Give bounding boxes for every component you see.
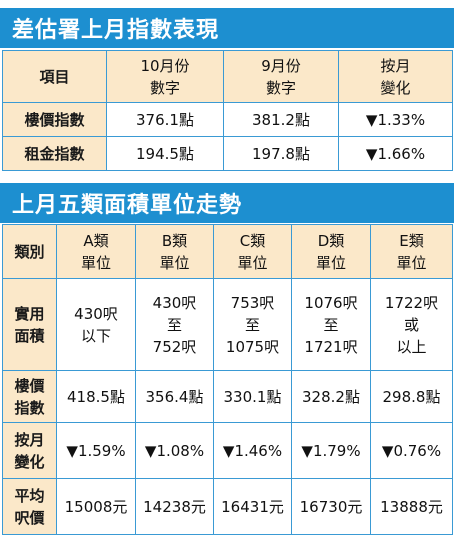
cell-change: ▼1.46% bbox=[213, 422, 292, 479]
row-label: 按月 變化 bbox=[2, 422, 57, 479]
header-class-d: D類 單位 bbox=[291, 224, 371, 279]
cell-index: 356.4點 bbox=[135, 370, 214, 423]
cell-change: ▼1.66% bbox=[338, 136, 453, 171]
table-row: 樓價 指數 418.5點 356.4點 330.1點 328.2點 298.8點 bbox=[2, 370, 453, 423]
header-change: 按月 變化 bbox=[338, 50, 453, 103]
cell-value: 197.8點 bbox=[223, 136, 339, 171]
header-class-c: C類 單位 bbox=[213, 224, 292, 279]
section2-title: 上月五類面積單位走勢 bbox=[0, 183, 454, 223]
cell-index: 418.5點 bbox=[56, 370, 136, 423]
table-row: 實用 面積 430呎 以下 430呎至 752呎 753呎至 1075呎 1076呎至 1… bbox=[2, 278, 453, 371]
cell-value: 381.2點 bbox=[223, 102, 339, 137]
cell-area: 430呎至 752呎 bbox=[135, 278, 214, 371]
cell-price: 15008元 bbox=[56, 478, 136, 535]
header-oct: 10月份 數字 bbox=[106, 50, 224, 103]
cell-index: 330.1點 bbox=[213, 370, 292, 423]
header-item: 項目 bbox=[2, 50, 107, 103]
cell-change: ▼1.33% bbox=[338, 102, 453, 137]
row-label: 樓價指數 bbox=[2, 102, 107, 137]
header-class-e: E類 單位 bbox=[370, 224, 453, 279]
header-category: 類別 bbox=[2, 224, 57, 279]
cell-change: ▼1.59% bbox=[56, 422, 136, 479]
header-sep: 9月份 數字 bbox=[223, 50, 339, 103]
cell-area: 753呎至 1075呎 bbox=[213, 278, 292, 371]
header-class-a: A類 單位 bbox=[56, 224, 136, 279]
monthly-index-table: 項目 10月份 數字 9月份 數字 按月 變化 樓價指數 376.1點 381.… bbox=[2, 50, 453, 171]
section1-title: 差估署上月指數表現 bbox=[0, 8, 454, 48]
section1-title-text: 差估署上月指數表現 bbox=[12, 18, 220, 43]
cell-change: ▼0.76% bbox=[370, 422, 453, 479]
cell-change: ▼1.79% bbox=[291, 422, 371, 479]
row-label: 實用 面積 bbox=[2, 278, 57, 371]
row-label: 租金指數 bbox=[2, 136, 107, 171]
table-header-row: 項目 10月份 數字 9月份 數字 按月 變化 bbox=[2, 50, 453, 103]
table-row: 租金指數 194.5點 197.8點 ▼1.66% bbox=[2, 136, 453, 171]
cell-area: 1076呎至 1721呎 bbox=[291, 278, 371, 371]
cell-price: 14238元 bbox=[135, 478, 214, 535]
table-row: 按月 變化 ▼1.59% ▼1.08% ▼1.46% ▼1.79% ▼0.76% bbox=[2, 422, 453, 479]
cell-change: ▼1.08% bbox=[135, 422, 214, 479]
row-label: 樓價指數 bbox=[2, 370, 57, 423]
table-row: 平均 呎價 15008元 14238元 16431元 16730元 13888元 bbox=[2, 478, 453, 535]
table-row: 樓價指數 376.1點 381.2點 ▼1.33% bbox=[2, 102, 453, 137]
cell-price: 16431元 bbox=[213, 478, 292, 535]
cell-value: 194.5點 bbox=[106, 136, 224, 171]
row-label: 平均 呎價 bbox=[2, 478, 57, 535]
table-header-row: 類別 A類 單位 B類 單位 C類 單位 D類 單位 E類 單位 bbox=[2, 224, 453, 279]
unit-class-table: 類別 A類 單位 B類 單位 C類 單位 D類 單位 E類 單位 實用 面積 430呎 以下 … bbox=[2, 224, 453, 535]
cell-index: 328.2點 bbox=[291, 370, 371, 423]
cell-price: 13888元 bbox=[370, 478, 453, 535]
section2-title-text: 上月五類面積單位走勢 bbox=[12, 193, 243, 218]
cell-value: 376.1點 bbox=[106, 102, 224, 137]
cell-area: 1722呎或以上 bbox=[370, 278, 453, 371]
cell-price: 16730元 bbox=[291, 478, 371, 535]
header-class-b: B類 單位 bbox=[135, 224, 214, 279]
cell-area: 430呎 以下 bbox=[56, 278, 136, 371]
cell-index: 298.8點 bbox=[370, 370, 453, 423]
